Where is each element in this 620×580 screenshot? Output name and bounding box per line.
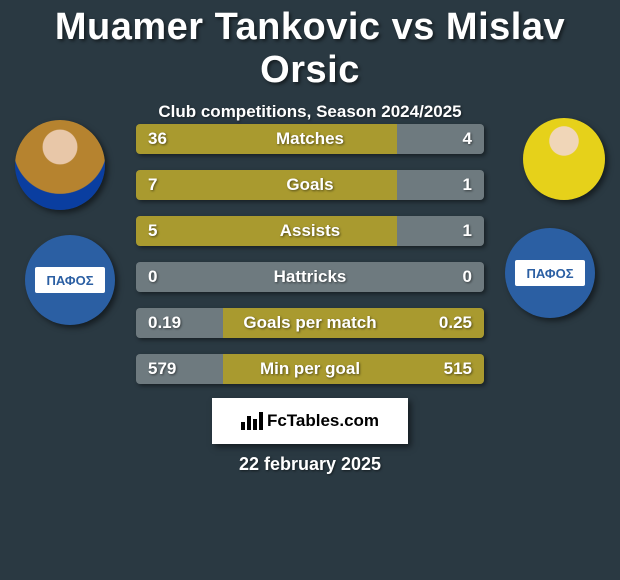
- stat-label: Goals per match: [243, 313, 376, 333]
- page-title: Muamer Tankovic vs Mislav Orsic: [0, 0, 620, 92]
- stat-row: 7 Goals 1: [136, 170, 484, 200]
- stat-label: Min per goal: [260, 359, 360, 379]
- branding-text: FcTables.com: [267, 411, 379, 431]
- player-right-avatar: [523, 118, 605, 200]
- player-left-club-badge: ΠΑΦΟΣ: [25, 235, 115, 325]
- stat-value-right: 1: [463, 221, 472, 241]
- stat-value-right: 4: [463, 129, 472, 149]
- page-subtitle: Club competitions, Season 2024/2025: [0, 102, 620, 122]
- stat-value-right: 0: [463, 267, 472, 287]
- stat-row: 0 Hattricks 0: [136, 262, 484, 292]
- stat-value-left: 579: [148, 359, 176, 379]
- stat-value-left: 36: [148, 129, 167, 149]
- player-right-club-badge: ΠΑΦΟΣ: [505, 228, 595, 318]
- branding-badge: FcTables.com: [212, 398, 408, 444]
- stat-label: Assists: [280, 221, 340, 241]
- stat-row: 36 Matches 4: [136, 124, 484, 154]
- stat-label: Goals: [286, 175, 333, 195]
- stat-value-left: 5: [148, 221, 157, 241]
- stat-value-left: 0.19: [148, 313, 181, 333]
- chart-icon: [241, 412, 263, 430]
- stat-value-right: 515: [444, 359, 472, 379]
- stat-row: 0.19 Goals per match 0.25: [136, 308, 484, 338]
- stat-row: 5 Assists 1: [136, 216, 484, 246]
- club-right-text: ΠΑΦΟΣ: [515, 260, 585, 286]
- snapshot-date: 22 february 2025: [0, 454, 620, 475]
- stat-label: Hattricks: [274, 267, 347, 287]
- stat-value-left: 0: [148, 267, 157, 287]
- stat-value-right: 1: [463, 175, 472, 195]
- stat-value-left: 7: [148, 175, 157, 195]
- stat-label: Matches: [276, 129, 344, 149]
- club-left-text: ΠΑΦΟΣ: [35, 267, 105, 293]
- stats-panel: 36 Matches 4 7 Goals 1 5 Assists 1 0 Hattricks 0 0.1…: [136, 124, 484, 400]
- stat-row: 579 Min per goal 515: [136, 354, 484, 384]
- player-left-avatar: [15, 120, 105, 210]
- stat-value-right: 0.25: [439, 313, 472, 333]
